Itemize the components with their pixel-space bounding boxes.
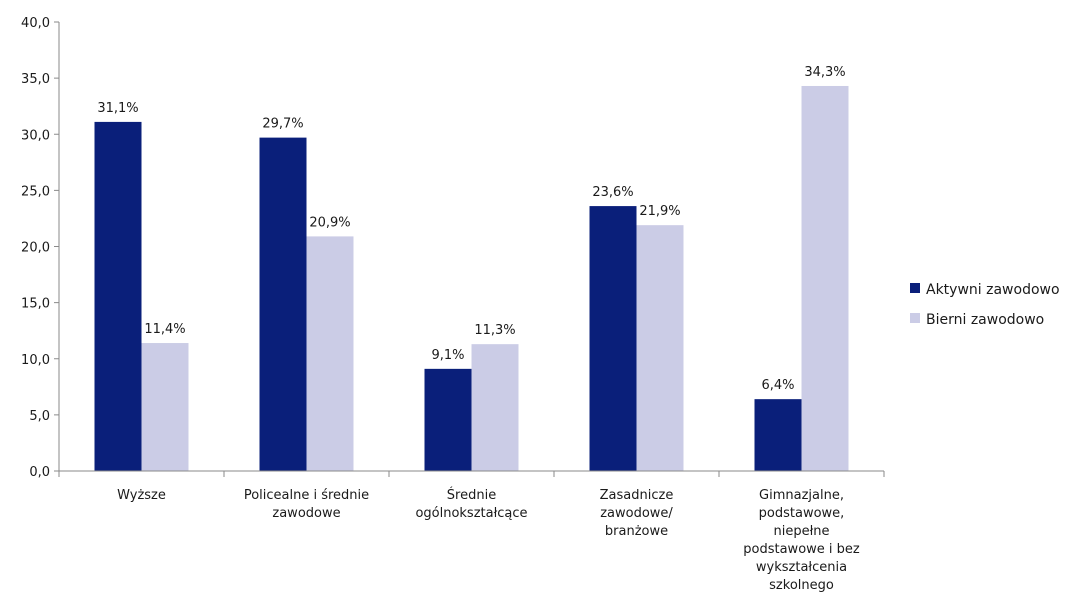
bar [95,122,142,471]
y-tick-label: 35,0 [21,72,50,87]
bar [260,138,307,471]
data-label: 31,1% [97,101,138,116]
y-tick-label: 10,0 [21,353,50,368]
x-tick-label: Średnie ogólnokształcące [415,487,527,521]
data-label: 29,7% [262,117,303,132]
legend-swatch [910,283,920,293]
y-tick-label: 40,0 [21,16,50,31]
data-label: 21,9% [639,204,680,219]
bars [95,86,849,471]
bar [802,86,849,471]
bar [472,344,519,471]
bar [425,369,472,471]
bar [755,399,802,471]
data-label: 11,4% [144,322,185,337]
y-tick-label: 0,0 [29,465,50,480]
x-tick-label: Zasadnicze zawodowe/branżowe [600,488,674,539]
legend-label: Aktywni zawodowo [926,282,1060,298]
x-tick-label: Policealne i średnie zawodowe [244,488,369,521]
x-axis: Wyższe Policealne i średnie zawodowe Średni… [59,471,884,593]
y-tick-label: 20,0 [21,241,50,256]
x-tick-label: Gimnazjalne, podstawowe, niepełne podstawow… [743,488,860,593]
value-labels: 31,1% 11,4% 29,7% 20,9% 9,1% 11,3% 23,6% 21,9% 6… [97,65,845,393]
y-tick-label: 30,0 [21,128,50,143]
data-label: 20,9% [309,215,350,230]
bar [590,206,637,471]
data-label: 6,4% [761,378,794,393]
y-tick-label: 5,0 [29,409,50,424]
legend-swatch [910,313,920,323]
data-label: 34,3% [804,65,845,80]
y-tick-label: 25,0 [21,184,50,199]
y-tick-label: 15,0 [21,297,50,312]
data-label: 23,6% [592,185,633,200]
bar [142,343,189,471]
data-label: 9,1% [431,348,464,363]
legend: Aktywni zawodowo Bierni zawodowo [910,282,1060,328]
x-tick-label: Wyższe [117,488,166,503]
legend-label: Bierni zawodowo [926,312,1044,328]
data-label: 11,3% [474,323,515,338]
bar [307,236,354,471]
bar [637,225,684,471]
y-axis: 0,0 5,0 10,0 15,0 20,0 25,0 30,0 35,0 40,0 [21,16,59,480]
